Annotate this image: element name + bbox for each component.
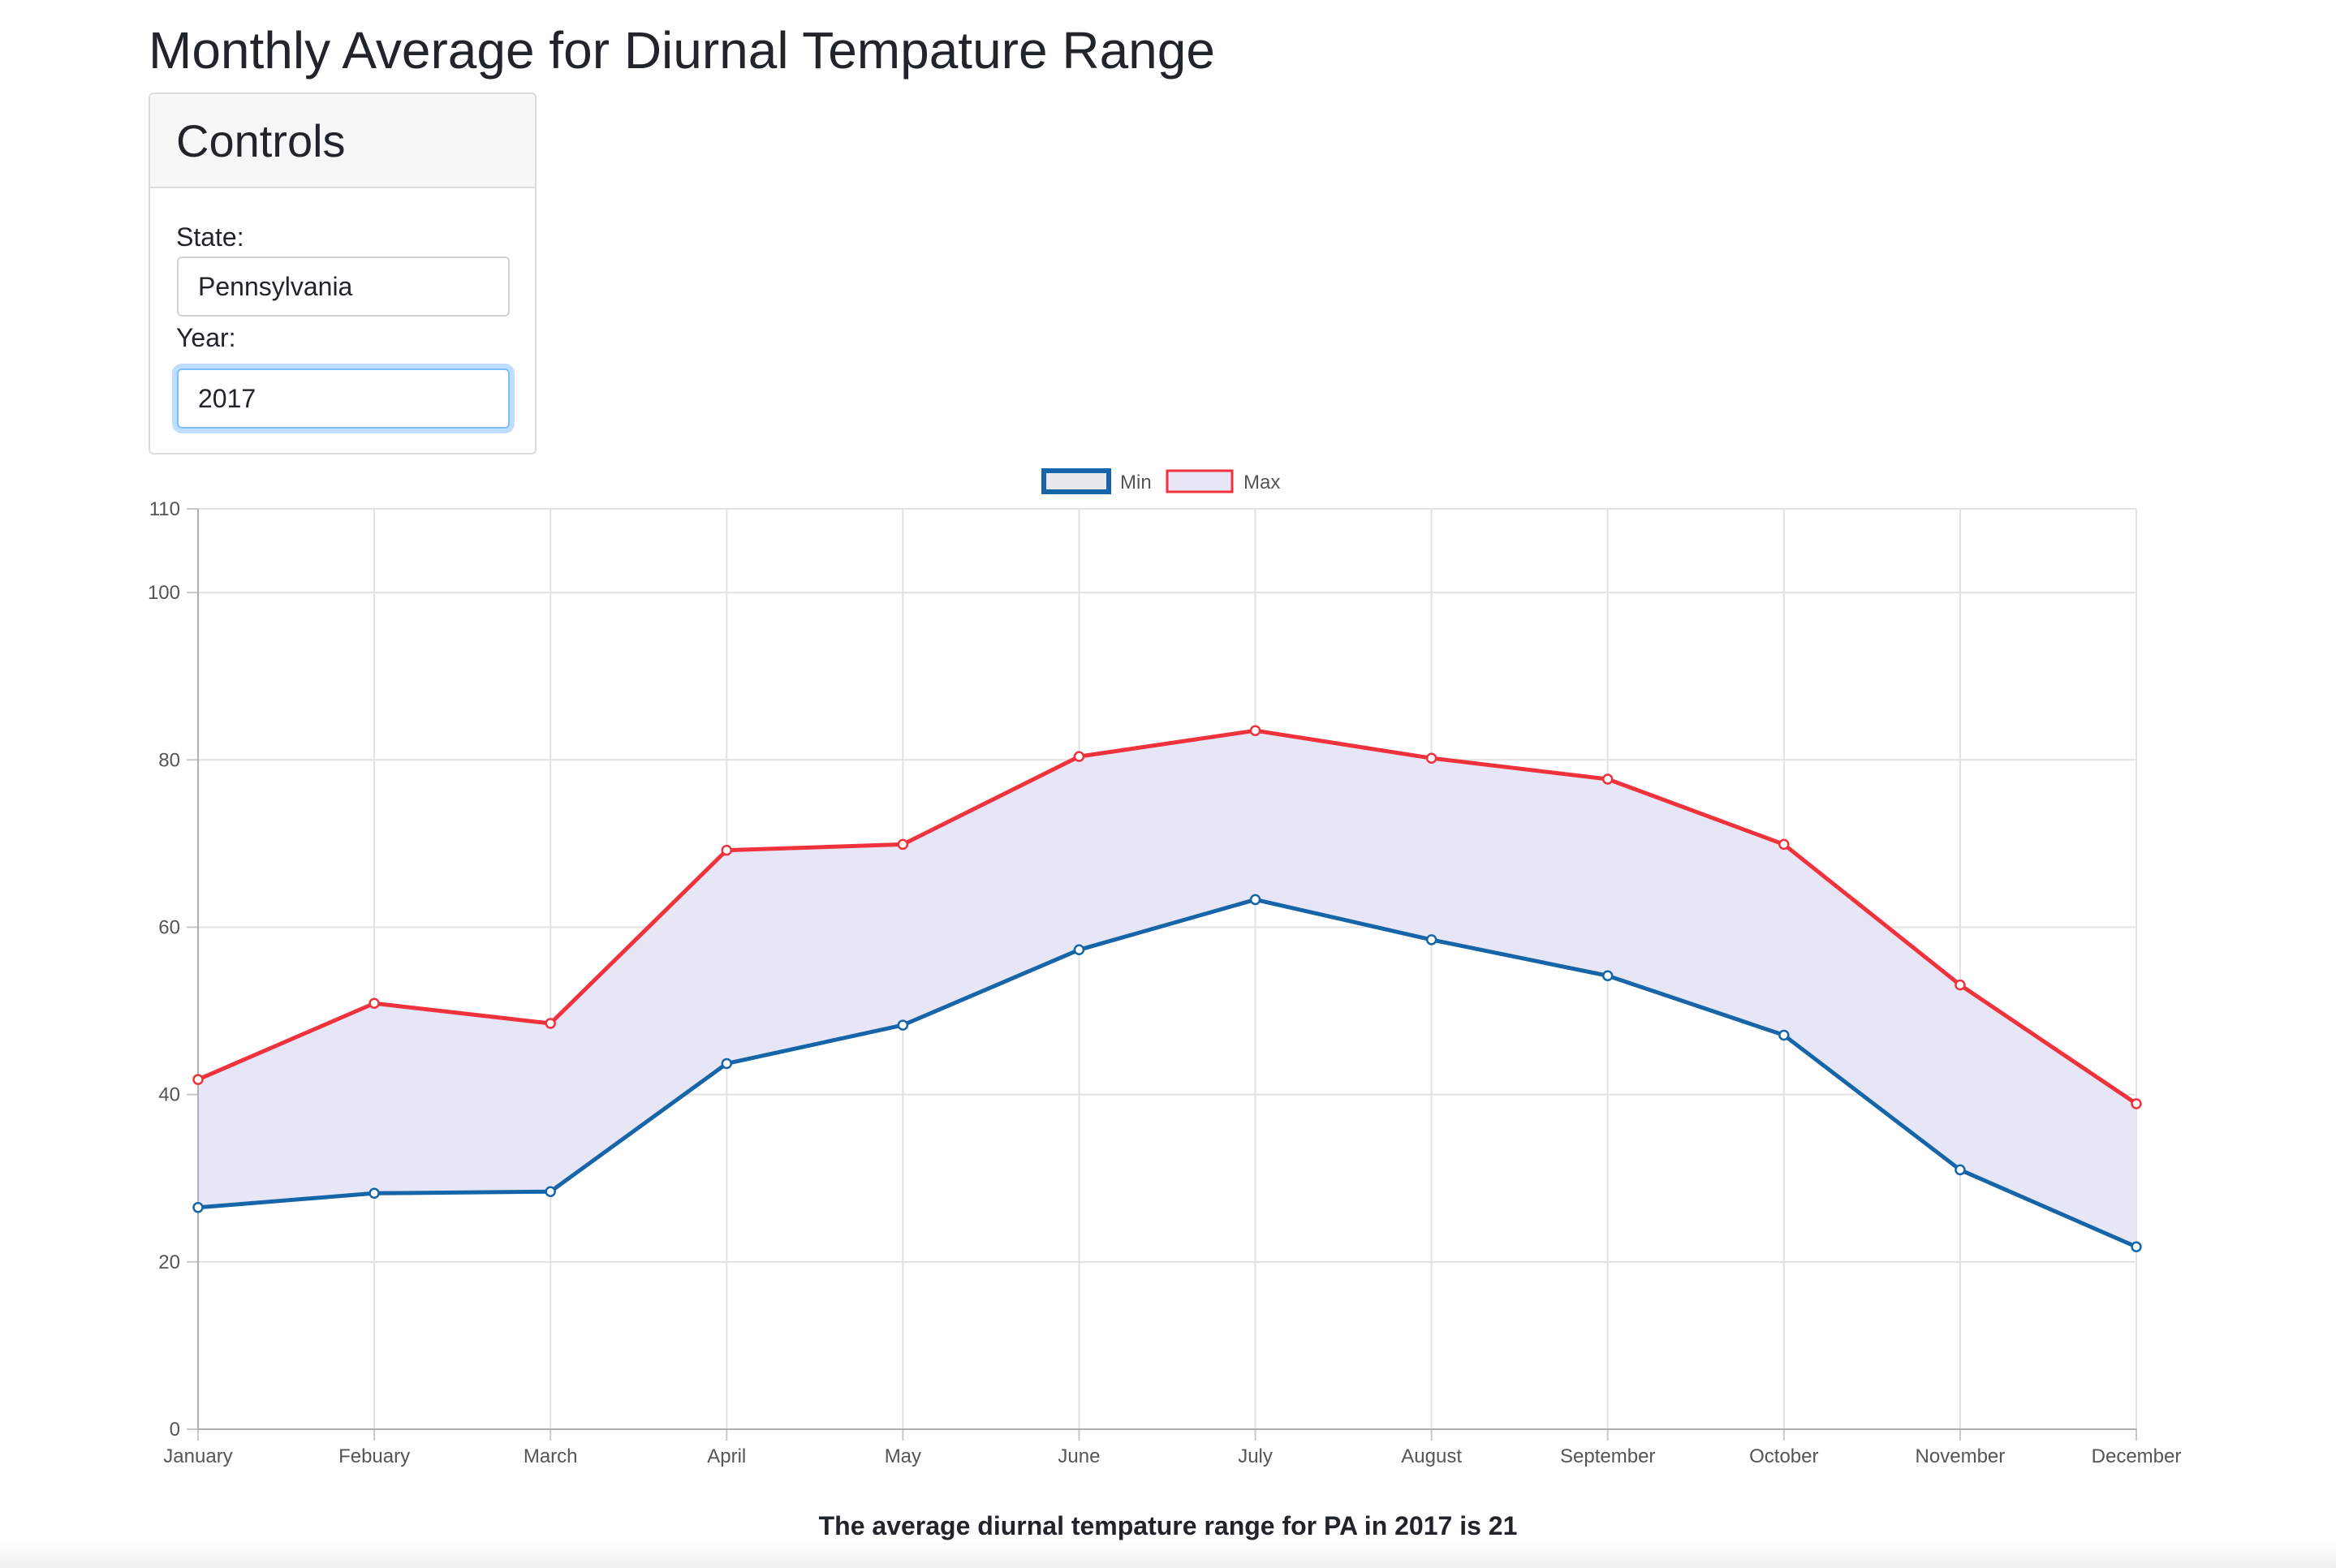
year-input[interactable] — [177, 368, 510, 429]
legend-swatch-min — [1041, 468, 1111, 494]
page-title: Monthly Average for Diurnal Tempature Ra… — [149, 21, 1215, 80]
legend-label-min: Min — [1120, 472, 1152, 493]
data-point-max[interactable] — [897, 838, 909, 851]
data-point-max[interactable] — [721, 844, 733, 856]
data-point-min[interactable] — [1425, 934, 1437, 946]
controls-title: Controls — [176, 114, 346, 166]
data-point-max[interactable] — [1425, 752, 1437, 764]
state-input[interactable] — [177, 256, 510, 317]
data-point-min[interactable] — [721, 1058, 733, 1070]
y-tick-label: 110 — [149, 498, 180, 520]
x-tick-label: October — [1749, 1445, 1818, 1467]
range-fill-area — [198, 730, 2136, 1247]
x-tick-label: July — [1238, 1445, 1273, 1467]
x-tick-label: June — [1058, 1445, 1100, 1467]
data-point-max[interactable] — [1601, 773, 1614, 785]
data-point-min[interactable] — [1249, 894, 1261, 906]
data-point-min[interactable] — [369, 1187, 380, 1200]
x-tick-label: April — [707, 1445, 746, 1467]
data-point-max[interactable] — [1073, 751, 1085, 762]
y-tick-label: 100 — [148, 582, 180, 604]
x-tick-label: August — [1401, 1445, 1462, 1467]
summary-text: The average diurnal tempature range for … — [818, 1511, 1518, 1540]
data-point-min[interactable] — [1073, 944, 1085, 956]
y-tick-label: 80 — [158, 749, 180, 771]
data-point-max[interactable] — [1955, 979, 1966, 991]
x-tick-label: December — [2092, 1445, 2182, 1467]
legend-item-min[interactable]: Min — [1041, 468, 1152, 494]
controls-card: Controls State: Year: — [149, 93, 537, 454]
data-point-max[interactable] — [192, 1074, 204, 1085]
data-point-max[interactable] — [1249, 725, 1261, 736]
data-point-min[interactable] — [192, 1202, 204, 1213]
series-line-max — [197, 728, 2138, 1106]
y-tick-label: 20 — [158, 1251, 180, 1273]
state-label: State: — [176, 222, 244, 252]
data-point-min[interactable] — [1955, 1164, 1966, 1176]
data-point-min[interactable] — [1601, 970, 1614, 981]
x-tick-label: May — [885, 1445, 921, 1467]
legend-item-max[interactable]: Max — [1166, 469, 1280, 493]
legend-swatch-max — [1166, 469, 1234, 493]
series-max — [192, 725, 2142, 1109]
data-point-max[interactable] — [369, 997, 380, 1010]
data-point-min[interactable] — [1778, 1029, 1790, 1041]
series-min — [192, 894, 2142, 1253]
chart-axes: 0 20 40 60 80 100 110 January Febuary March April M… — [148, 498, 2181, 1467]
legend-label-max: Max — [1243, 472, 1280, 493]
controls-card-header: Controls — [150, 94, 535, 188]
y-tick-label: 40 — [158, 1084, 180, 1106]
range-fill — [198, 730, 2136, 1247]
x-tick-label: November — [1916, 1445, 2006, 1467]
x-tick-label: September — [1560, 1445, 1655, 1467]
y-tick-label: 0 — [170, 1419, 180, 1441]
x-tick-label: Febuary — [338, 1445, 410, 1467]
data-point-max[interactable] — [1778, 838, 1790, 851]
x-tick-label: March — [524, 1445, 578, 1467]
data-point-max[interactable] — [545, 1018, 556, 1029]
data-point-max[interactable] — [2131, 1098, 2142, 1109]
series-line-min — [197, 897, 2138, 1249]
data-point-min[interactable] — [897, 1019, 909, 1031]
x-tick-label: January — [163, 1445, 232, 1467]
bottom-fade — [0, 1542, 2336, 1568]
y-tick-label: 60 — [158, 916, 180, 938]
year-label: Year: — [176, 323, 236, 352]
data-point-min[interactable] — [2131, 1241, 2142, 1253]
chart-legend[interactable]: Min Max — [1041, 468, 1280, 494]
chart-series — [192, 725, 2142, 1253]
data-point-min[interactable] — [545, 1186, 556, 1197]
